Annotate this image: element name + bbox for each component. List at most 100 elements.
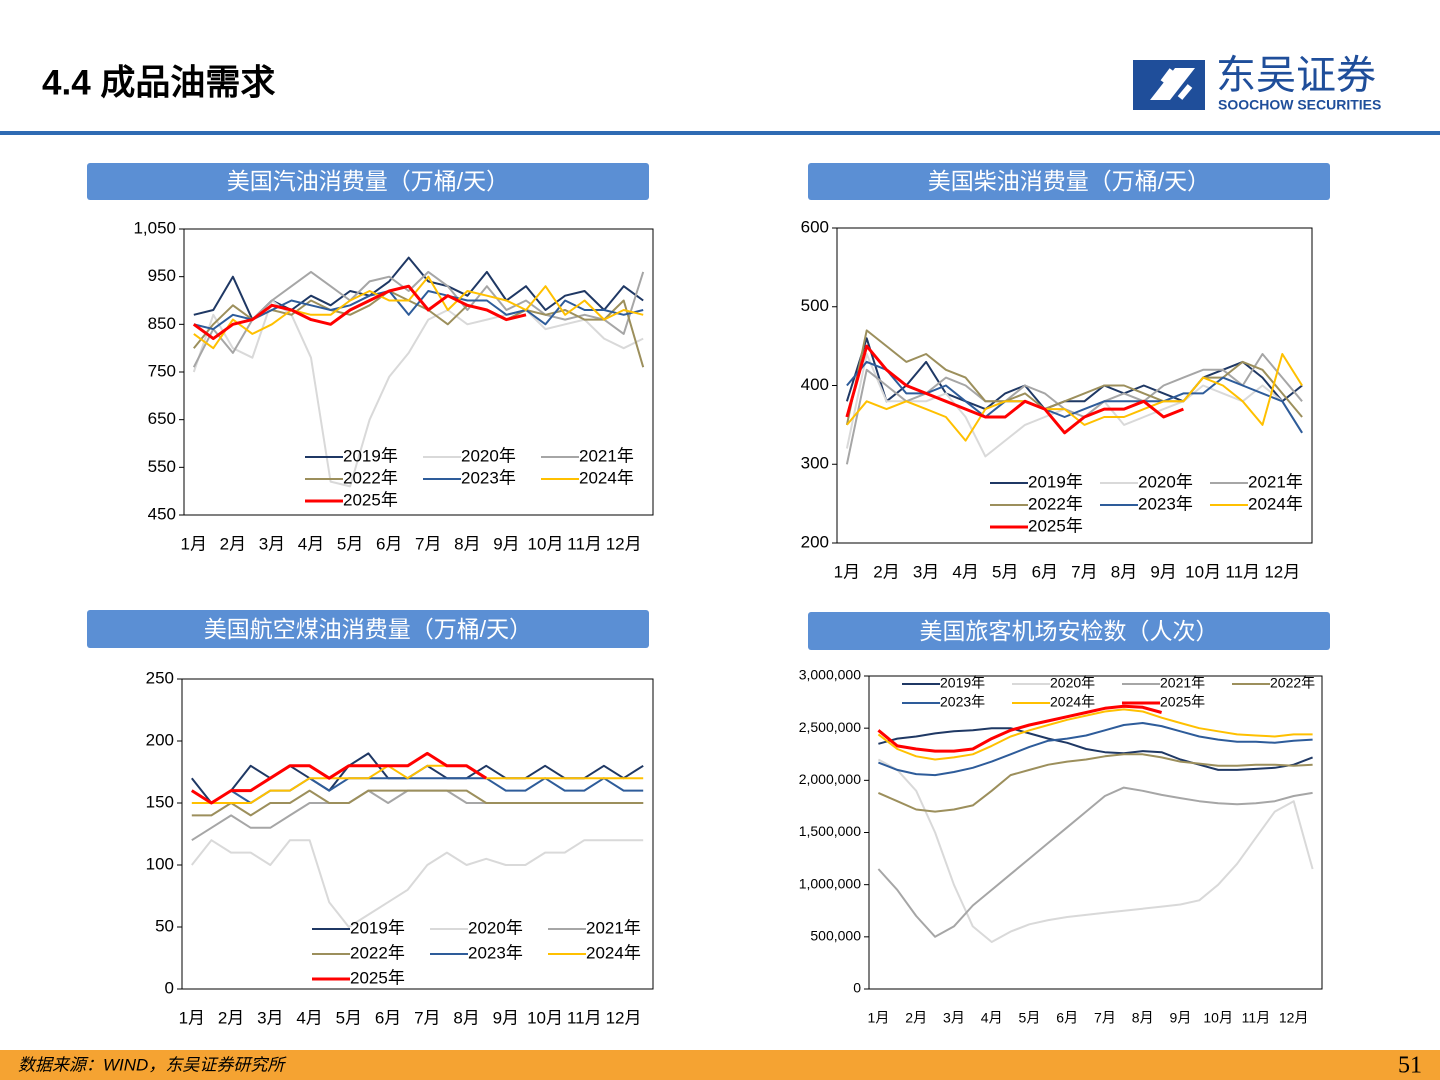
y-tick-label: 650 xyxy=(148,409,176,428)
x-tick-label: 11月 xyxy=(1225,562,1260,581)
series-line xyxy=(877,708,1313,761)
y-tick-label: 600 xyxy=(801,217,829,236)
x-tick-label: 6月 xyxy=(1032,562,1058,581)
series-line xyxy=(845,344,1184,435)
series-line xyxy=(190,751,488,805)
y-tick-label: 450 xyxy=(148,504,176,523)
x-tick-label: 8月 xyxy=(1111,562,1137,581)
legend-label: 2020年 xyxy=(1050,675,1095,691)
legend-label: 2024年 xyxy=(579,468,634,487)
x-tick-label: 9月 xyxy=(493,534,519,553)
x-tick-label: 2月 xyxy=(873,562,899,581)
legend-label: 2019年 xyxy=(350,918,405,937)
x-tick-label: 2月 xyxy=(218,1008,244,1027)
x-tick-label: 5月 xyxy=(336,1008,362,1027)
y-tick-label: 100 xyxy=(146,854,174,873)
x-tick-label: 11月 xyxy=(1242,1010,1271,1026)
legend-label: 2023年 xyxy=(1138,494,1193,513)
x-tick-label: 7月 xyxy=(1071,562,1097,581)
x-tick-label: 4月 xyxy=(296,1008,322,1027)
y-tick-label: 0 xyxy=(853,980,861,996)
x-tick-label: 10月 xyxy=(1185,562,1221,581)
x-tick-label: 4月 xyxy=(981,1010,1003,1026)
x-tick-label: 11月 xyxy=(567,1008,602,1027)
x-tick-label: 4月 xyxy=(952,562,978,581)
series-line xyxy=(877,786,1313,938)
series-line xyxy=(878,722,1313,777)
legend-label: 2023年 xyxy=(940,694,985,710)
series-line xyxy=(192,284,527,341)
series-line xyxy=(878,727,1313,771)
x-tick-label: 1月 xyxy=(834,562,860,581)
x-tick-label: 4月 xyxy=(298,534,324,553)
y-tick-label: 200 xyxy=(801,532,829,551)
x-tick-label: 5月 xyxy=(1019,1010,1041,1026)
x-tick-label: 2月 xyxy=(220,534,246,553)
x-tick-label: 2月 xyxy=(905,1010,927,1026)
x-tick-label: 10月 xyxy=(1203,1010,1233,1026)
legend-label: 2019年 xyxy=(940,675,985,691)
chart-title: 美国汽油消费量（万桶/天） xyxy=(87,163,649,200)
series-line xyxy=(193,290,644,331)
x-tick-label: 7月 xyxy=(415,534,441,553)
x-tick-label: 8月 xyxy=(1132,1010,1154,1026)
x-tick-label: 1月 xyxy=(181,534,207,553)
x-tick-label: 5月 xyxy=(337,534,363,553)
y-tick-label: 2,000,000 xyxy=(799,771,861,787)
legend-label: 2022年 xyxy=(343,468,398,487)
x-tick-label: 9月 xyxy=(1150,562,1176,581)
x-tick-label: 12月 xyxy=(606,534,642,553)
x-tick-label: 7月 xyxy=(1094,1010,1116,1026)
series-line xyxy=(877,753,1313,813)
y-tick-label: 500 xyxy=(801,296,829,315)
legend-label: 2025年 xyxy=(343,490,398,509)
page-number: 51 xyxy=(1398,1053,1422,1079)
y-tick-label: 150 xyxy=(146,792,174,811)
y-tick-label: 0 xyxy=(165,978,174,997)
plot-frame xyxy=(181,678,654,990)
legend-label: 2021年 xyxy=(586,918,641,937)
x-tick-label: 1月 xyxy=(179,1008,205,1027)
x-tick-label: 5月 xyxy=(992,562,1018,581)
legend-label: 2025年 xyxy=(1160,694,1205,710)
x-tick-label: 6月 xyxy=(376,534,402,553)
series-line xyxy=(845,329,1303,426)
x-tick-label: 11月 xyxy=(567,534,602,553)
x-tick-label: 3月 xyxy=(259,534,285,553)
legend-label: 2024年 xyxy=(1050,694,1095,710)
legend-label: 2019年 xyxy=(343,446,398,465)
legend-label: 2021年 xyxy=(1160,675,1205,691)
x-tick-label: 3月 xyxy=(257,1008,283,1027)
y-tick-label: 750 xyxy=(148,361,176,380)
series-line xyxy=(877,758,1314,943)
legend-label: 2022年 xyxy=(1028,494,1083,513)
legend-label: 2024年 xyxy=(1248,494,1303,513)
y-tick-label: 200 xyxy=(146,730,174,749)
y-tick-label: 950 xyxy=(148,266,176,285)
logo-text: 东吴证券 xyxy=(1216,54,1376,98)
legend-label: 2021年 xyxy=(579,446,634,465)
x-tick-label: 10月 xyxy=(527,1008,563,1027)
x-tick-label: 3月 xyxy=(943,1010,965,1026)
chart-title: 美国旅客机场安检数（人次） xyxy=(808,612,1330,650)
logo-icon xyxy=(1133,60,1205,110)
plot-frame xyxy=(868,675,1323,990)
legend-label: 2024年 xyxy=(586,943,641,962)
x-tick-label: 10月 xyxy=(528,534,564,553)
x-tick-label: 3月 xyxy=(913,562,939,581)
legend-label: 2022年 xyxy=(1270,675,1315,691)
x-tick-label: 6月 xyxy=(1056,1010,1078,1026)
chart-title: 美国航空煤油消费量（万桶/天） xyxy=(87,610,649,648)
source-note: 数据来源：WIND，东吴证券研究所 xyxy=(18,1055,287,1074)
series-line xyxy=(845,337,1303,411)
legend-label: 2019年 xyxy=(1028,472,1083,491)
legend-label: 2022年 xyxy=(350,943,405,962)
series-line xyxy=(191,764,644,804)
x-tick-label: 8月 xyxy=(454,534,480,553)
footer-band xyxy=(0,1050,1440,1080)
y-tick-label: 1,000,000 xyxy=(799,875,861,891)
series-line xyxy=(191,789,644,817)
x-tick-label: 9月 xyxy=(493,1008,519,1027)
y-tick-label: 400 xyxy=(801,375,829,394)
